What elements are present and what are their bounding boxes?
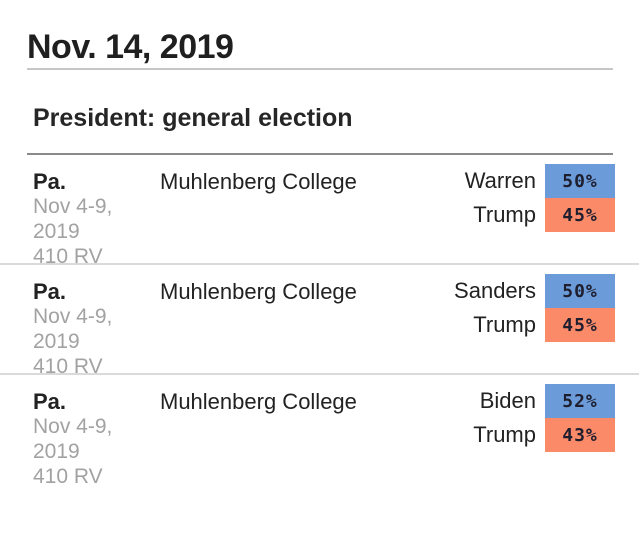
poll-year: 2019: [33, 220, 80, 243]
poll-row: Pa. Nov 4-9, 2019 410 RV Muhlenberg Coll…: [0, 265, 639, 378]
poll-sample: 410 RV: [33, 245, 103, 268]
poll-info: Pa. Nov 4-9, 2019 410 RV: [33, 375, 160, 488]
candidate-name: Trump: [473, 202, 536, 227]
poll-year: 2019: [33, 440, 80, 463]
result-bar-dem: 50%: [545, 274, 615, 308]
result-line: Warren 50%: [365, 164, 615, 198]
poll-row: Pa. Nov 4-9, 2019 410 RV Muhlenberg Coll…: [0, 375, 639, 488]
result-line: Trump 43%: [365, 418, 615, 452]
poll-dates: Nov 4-9,: [33, 415, 113, 438]
result-line: Biden 52%: [365, 384, 615, 418]
section-divider: [27, 153, 613, 155]
pollster-name: Muhlenberg College: [160, 169, 357, 194]
result-bar-dem: 52%: [545, 384, 615, 418]
pollster-name: Muhlenberg College: [160, 279, 357, 304]
poll-results: Sanders 50% Trump 45%: [365, 265, 615, 373]
poll-year: 2019: [33, 330, 80, 353]
poll-sample: 410 RV: [33, 465, 103, 488]
poll-row: Pa. Nov 4-9, 2019 410 RV Muhlenberg Coll…: [0, 155, 639, 268]
result-line: Trump 45%: [365, 308, 615, 342]
polls-page: Nov. 14, 2019 President: general electio…: [0, 30, 639, 533]
page-title: Nov. 14, 2019: [27, 28, 234, 66]
title-divider: [27, 68, 613, 70]
result-bar-rep: 45%: [545, 198, 615, 232]
candidate-name: Trump: [473, 312, 536, 337]
section-title: President: general election: [33, 104, 353, 132]
poll-dates: Nov 4-9,: [33, 195, 113, 218]
state-label: Pa.: [33, 389, 67, 414]
candidate-name: Warren: [464, 168, 536, 193]
result-bar-rep: 45%: [545, 308, 615, 342]
state-label: Pa.: [33, 279, 67, 304]
poll-sample: 410 RV: [33, 355, 103, 378]
poll-info: Pa. Nov 4-9, 2019 410 RV: [33, 155, 160, 268]
candidate-name: Trump: [473, 422, 536, 447]
poll-info: Pa. Nov 4-9, 2019 410 RV: [33, 265, 160, 378]
poll-results: Warren 50% Trump 45%: [365, 155, 615, 263]
result-bar-rep: 43%: [545, 418, 615, 452]
pollster-name: Muhlenberg College: [160, 389, 357, 414]
result-line: Trump 45%: [365, 198, 615, 232]
candidate-name: Sanders: [454, 278, 536, 303]
poll-results: Biden 52% Trump 43%: [365, 375, 615, 485]
result-line: Sanders 50%: [365, 274, 615, 308]
result-bar-dem: 50%: [545, 164, 615, 198]
candidate-name: Biden: [479, 388, 536, 413]
poll-dates: Nov 4-9,: [33, 305, 113, 328]
state-label: Pa.: [33, 169, 67, 194]
